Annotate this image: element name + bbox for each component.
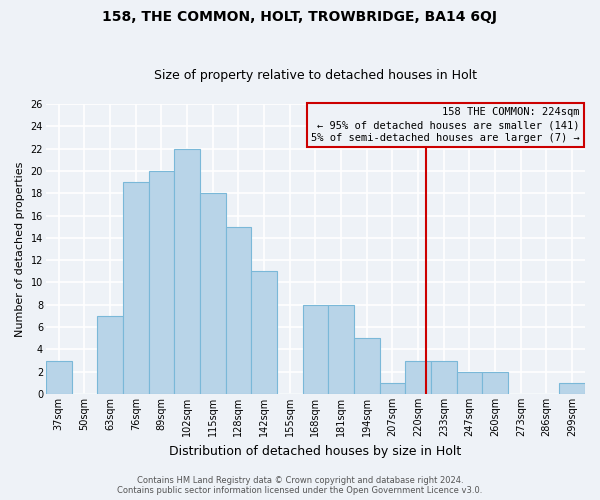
Bar xyxy=(431,360,457,394)
Bar xyxy=(200,193,226,394)
Text: 158, THE COMMON, HOLT, TROWBRIDGE, BA14 6QJ: 158, THE COMMON, HOLT, TROWBRIDGE, BA14 … xyxy=(103,10,497,24)
Bar xyxy=(559,383,585,394)
Bar xyxy=(97,316,123,394)
Bar xyxy=(174,148,200,394)
Title: Size of property relative to detached houses in Holt: Size of property relative to detached ho… xyxy=(154,69,477,82)
Bar xyxy=(457,372,482,394)
Bar xyxy=(380,383,405,394)
Bar xyxy=(226,226,251,394)
Bar xyxy=(46,360,71,394)
Bar xyxy=(123,182,149,394)
Text: 158 THE COMMON: 224sqm
← 95% of detached houses are smaller (141)
5% of semi-det: 158 THE COMMON: 224sqm ← 95% of detached… xyxy=(311,107,580,144)
Bar xyxy=(149,171,174,394)
Bar xyxy=(251,272,277,394)
Bar xyxy=(482,372,508,394)
Bar xyxy=(302,305,328,394)
Text: Contains HM Land Registry data © Crown copyright and database right 2024.
Contai: Contains HM Land Registry data © Crown c… xyxy=(118,476,482,495)
Y-axis label: Number of detached properties: Number of detached properties xyxy=(15,162,25,336)
X-axis label: Distribution of detached houses by size in Holt: Distribution of detached houses by size … xyxy=(169,444,461,458)
Bar xyxy=(354,338,380,394)
Bar xyxy=(405,360,431,394)
Bar xyxy=(328,305,354,394)
